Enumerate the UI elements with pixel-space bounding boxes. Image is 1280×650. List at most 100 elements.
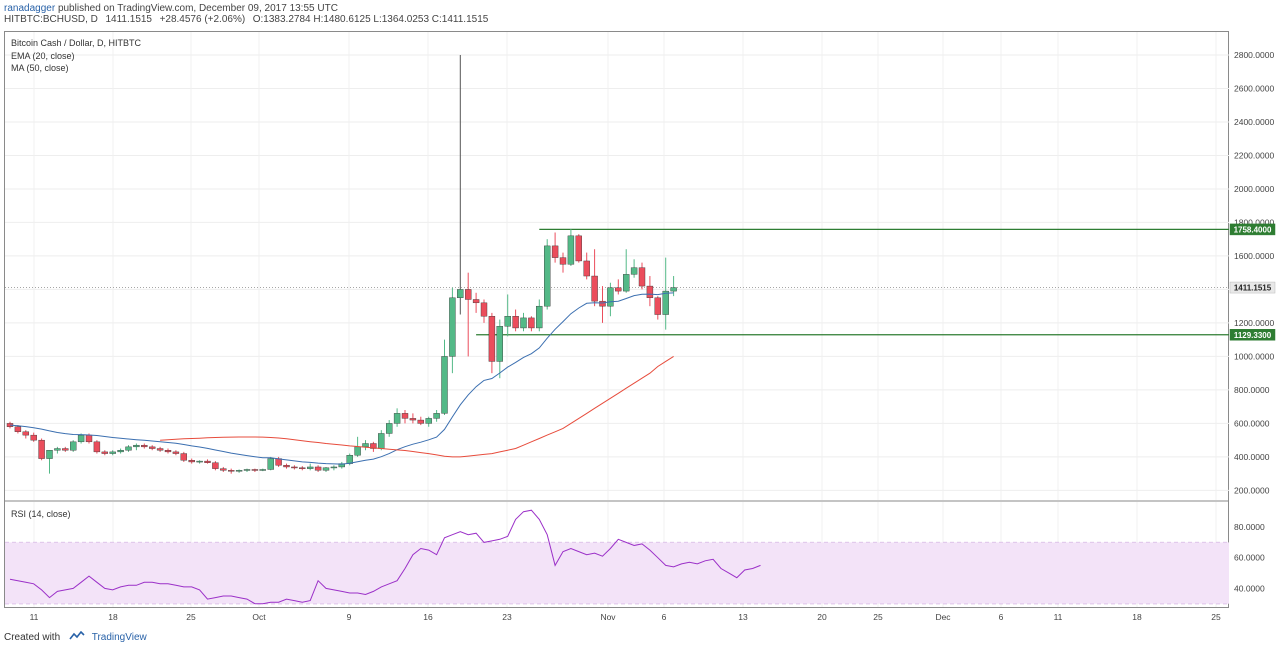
- candles: [6, 54, 677, 474]
- price-change: +28.4576 (+2.06%): [159, 14, 246, 25]
- candle-up: [196, 460, 203, 463]
- candle-up: [267, 458, 274, 470]
- candle-up: [362, 443, 369, 448]
- x-tick-label: 6: [999, 612, 1004, 622]
- price-labels: 1758.4000 1411.1515 1129.3300: [1229, 223, 1276, 341]
- candle-down: [62, 448, 69, 451]
- candle-up: [259, 469, 266, 471]
- candle-up: [109, 451, 116, 454]
- candle-down: [141, 444, 148, 448]
- candle-down: [488, 316, 496, 362]
- ema-legend: EMA (20, close): [11, 51, 75, 61]
- candle-down: [212, 462, 219, 469]
- candle-up: [69, 441, 77, 451]
- indicator-lines: [9, 292, 674, 465]
- candle-down: [583, 260, 590, 277]
- candle-down: [591, 275, 598, 302]
- candle-up: [496, 326, 503, 362]
- price-tick-label: 2800.0000: [1234, 50, 1274, 60]
- candle-up: [117, 450, 124, 453]
- candle-up: [354, 446, 361, 456]
- x-tick-label: 11: [1054, 612, 1063, 622]
- candle-up: [46, 450, 53, 459]
- candle-up: [623, 274, 630, 292]
- candle-up: [630, 267, 638, 275]
- candle-up: [125, 446, 132, 451]
- tradingview-link[interactable]: TradingView: [91, 632, 147, 644]
- x-tick-label: 18: [1132, 612, 1142, 622]
- candle-up: [307, 466, 314, 469]
- candle-up: [77, 434, 85, 443]
- candle-up: [322, 467, 330, 471]
- candle-down: [85, 434, 93, 443]
- price-label-box: [1229, 329, 1276, 341]
- candle-up: [441, 356, 448, 414]
- x-tick-label: 6: [662, 612, 667, 622]
- candle-up: [607, 287, 614, 307]
- candle-down: [575, 235, 582, 262]
- candle-down: [646, 285, 654, 299]
- candle-down: [172, 451, 180, 454]
- candle-down: [409, 418, 417, 421]
- ma-50-line: [160, 355, 674, 458]
- price-tick-label: 1800.0000: [1234, 217, 1274, 227]
- candle-down: [417, 419, 424, 424]
- candle-down: [370, 443, 377, 449]
- tradingview-logo-icon: [69, 630, 85, 644]
- candle-down: [299, 467, 306, 469]
- publish-header: ranadagger published on TradingView.com,…: [4, 3, 488, 25]
- candle-down: [528, 317, 535, 329]
- candle-down: [401, 413, 409, 419]
- candle-down: [220, 468, 227, 471]
- candle-down: [512, 316, 519, 329]
- candle-down: [551, 245, 559, 258]
- price-label-text: 1411.1515: [1234, 284, 1272, 293]
- price-tick-label: 2200.0000: [1234, 150, 1274, 160]
- price-tick-label: 1000.0000: [1234, 351, 1274, 361]
- x-tick-label: Oct: [252, 612, 266, 622]
- price-label-text: 1758.4000: [1234, 225, 1272, 234]
- candle-down: [599, 300, 606, 307]
- author-link[interactable]: ranadagger: [4, 3, 56, 14]
- candle-up: [567, 235, 575, 265]
- candle-down: [22, 431, 29, 436]
- x-tick-label: 25: [186, 612, 196, 622]
- candle-up: [504, 316, 511, 327]
- candle-down: [314, 466, 322, 471]
- price-tick-label: 800.0000: [1234, 385, 1270, 395]
- last-price: 1411.1515: [105, 14, 152, 25]
- price-tick-label: 2400.0000: [1234, 117, 1274, 127]
- price-label-text: 1129.3300: [1234, 331, 1272, 340]
- grid-lines: [5, 32, 1229, 607]
- candle-up: [378, 433, 385, 449]
- candle-down: [156, 448, 164, 451]
- candle-down: [180, 453, 188, 461]
- ohlc-values: O:1383.2784 H:1480.6125 L:1364.0253 C:14…: [252, 14, 489, 25]
- chart-frame: [4, 31, 1229, 608]
- candle-down: [101, 451, 109, 454]
- symbol-label: HITBTC:BCHUSD, D: [4, 14, 98, 25]
- ma-legend: MA (50, close): [11, 63, 69, 73]
- x-tick-label: 23: [502, 612, 512, 622]
- candle-up: [386, 423, 393, 434]
- candle-up: [425, 418, 432, 424]
- rsi-legend: RSI (14, close): [11, 509, 71, 519]
- candle-up: [235, 470, 243, 472]
- rsi-tick-label: 40.0000: [1234, 583, 1265, 593]
- candle-down: [30, 434, 37, 441]
- x-tick-label: 9: [347, 612, 352, 622]
- candle-down: [615, 287, 622, 292]
- price-tick-label: 1200.0000: [1234, 318, 1274, 328]
- x-tick-label: 25: [873, 612, 883, 622]
- candle-up: [330, 466, 338, 469]
- candle-down: [472, 299, 480, 304]
- candle-down: [654, 297, 661, 315]
- candle-up: [243, 469, 251, 471]
- ema-20-line: [9, 292, 674, 465]
- candle-up: [536, 305, 543, 329]
- candle-down: [480, 302, 488, 317]
- price-tick-label: 1600.0000: [1234, 251, 1274, 261]
- candle-up: [544, 245, 551, 307]
- rsi-tick-label: 60.0000: [1234, 553, 1265, 563]
